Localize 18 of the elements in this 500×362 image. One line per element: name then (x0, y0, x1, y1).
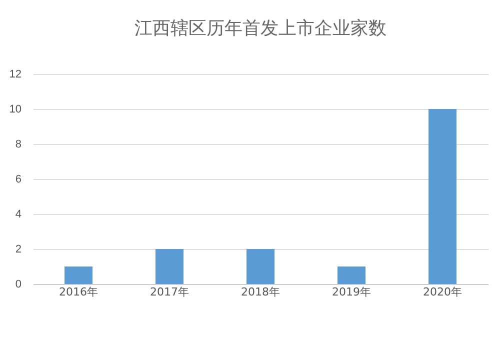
x-tick-label: 2017年 (150, 286, 189, 298)
y-tick-label: 2 (15, 244, 22, 256)
x-tick-label: 2018年 (241, 286, 280, 298)
chart-title: 江西辖区历年首发上市企业家数 (134, 18, 386, 39)
y-tick-label: 10 (9, 104, 22, 116)
bar (156, 249, 184, 284)
bar (338, 266, 366, 284)
bar (64, 266, 92, 284)
y-tick-label: 4 (15, 208, 22, 220)
y-tick-label: 6 (15, 174, 22, 186)
y-tick-label: 12 (9, 68, 22, 80)
bar (246, 249, 274, 284)
bar (428, 109, 456, 284)
x-tick-label: 2016年 (59, 286, 98, 298)
y-tick-label: 8 (15, 138, 22, 150)
x-tick-label: 2020年 (423, 286, 462, 298)
x-tick-label: 2019年 (332, 286, 371, 298)
y-tick-label: 0 (15, 278, 22, 290)
